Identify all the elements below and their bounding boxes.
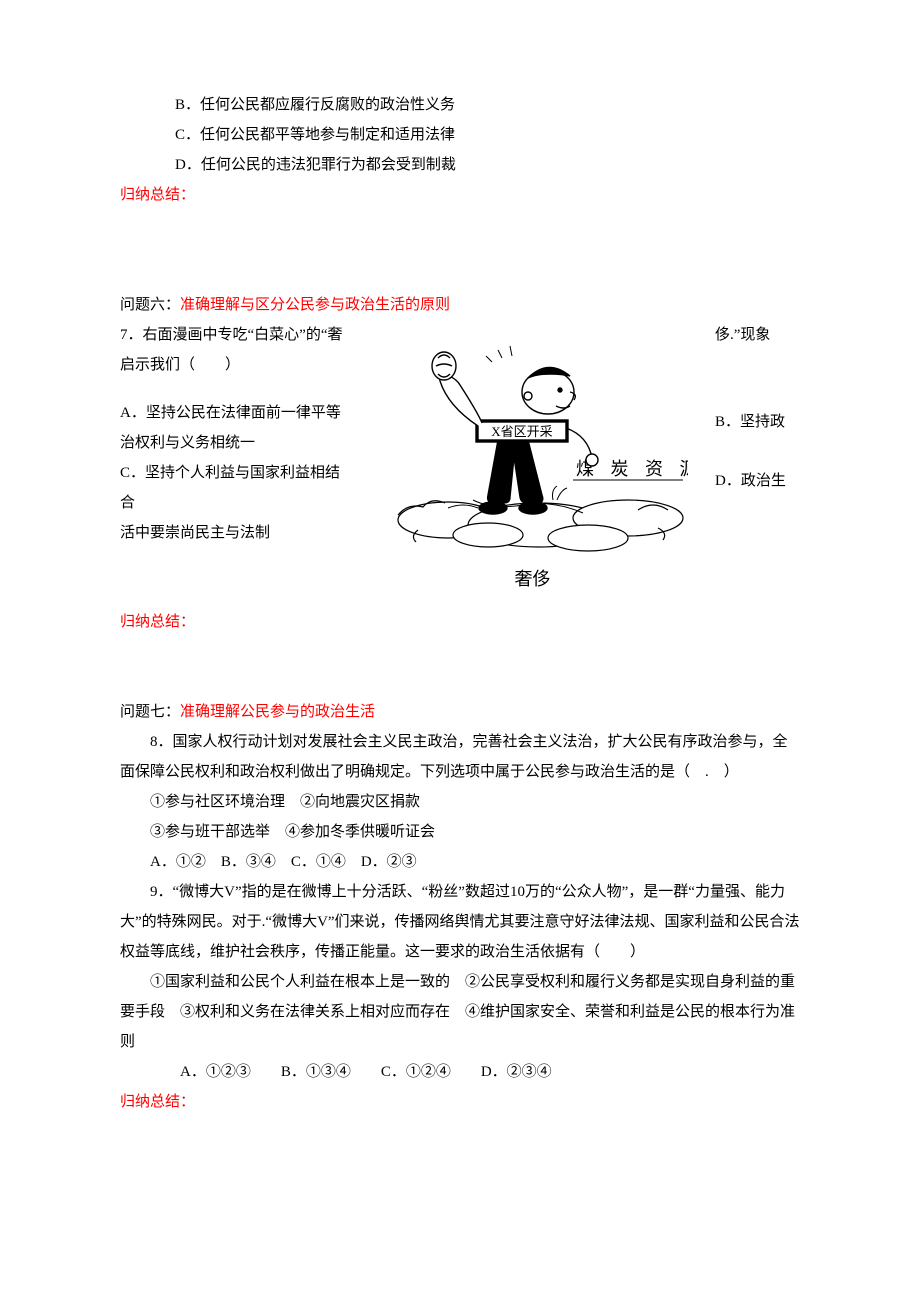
- q8-line1: ①参与社区环境治理 ②向地震灾区捐款: [120, 787, 800, 817]
- cartoon-caption: 奢侈: [378, 561, 688, 597]
- previous-question-options: B．任何公民都应履行反腐败的政治性义务 C．任何公民都平等地参与制定和适用法律 …: [175, 90, 800, 180]
- question-seven-heading: 问题七：准确理解公民参与的政治生活: [120, 697, 800, 727]
- cartoon-image: 煤 炭 资 源: [378, 320, 688, 565]
- option-c: C．任何公民都平等地参与制定和适用法律: [175, 120, 800, 150]
- q8-stem: 8．国家人权行动计划对发展社会主义民主政治，完善社会主义法治，扩大公民有序政治参…: [120, 727, 800, 787]
- spacer-line: [715, 437, 800, 466]
- q9-line1: ①国家利益和公民个人利益在根本上是一致的 ②公民享受权利和履行义务都是实现自身利…: [120, 967, 800, 1057]
- q7-wrap: 7．右面漫画中专吃“白菜心”的“奢 启示我们（ ） A．坚持公民在法律面前一律平…: [120, 320, 800, 597]
- q6-prefix: 问题六：: [120, 297, 180, 313]
- summary-label-2: 归纳总结：: [120, 607, 800, 637]
- q7-opt-c: C．坚持个人利益与国家利益相结合: [120, 458, 350, 518]
- q7-opt-d-right: D．政治生: [715, 466, 800, 496]
- q8-line2: ③参与班干部选举 ④参加冬季供暖听证会: [120, 817, 800, 847]
- spacer-line: [715, 350, 800, 379]
- q7-stem-left-1: 7．右面漫画中专吃“白菜心”的“奢: [120, 320, 350, 350]
- q7-opt-b-right: B．坚持政: [715, 407, 800, 437]
- option-b: B．任何公民都应履行反腐败的政治性义务: [175, 90, 800, 120]
- q7-right-column: 侈.”现象 B．坚持政 D．政治生: [715, 320, 800, 496]
- q7-stem-right-1: 侈.”现象: [715, 320, 800, 350]
- summary-label-3: 归纳总结：: [120, 1087, 800, 1117]
- q7-cartoon-column: 煤 炭 资 源: [350, 320, 715, 597]
- spacer: [120, 637, 800, 697]
- spacer-line: [120, 380, 350, 398]
- question-six-heading: 问题六：准确理解与区分公民参与政治生活的原则: [120, 290, 800, 320]
- spacer: [120, 210, 800, 290]
- q7-opt-a: A．坚持公民在法律面前一律平等: [120, 398, 350, 428]
- q7-stem-left-2: 启示我们（ ）: [120, 350, 350, 380]
- spacer-line: [715, 379, 800, 408]
- q7-left-column: 7．右面漫画中专吃“白菜心”的“奢 启示我们（ ） A．坚持公民在法律面前一律平…: [120, 320, 350, 548]
- q9-stem: 9．“微博大V”指的是在微博上十分活跃、“粉丝”数超过10万的“公众人物”，是一…: [120, 877, 800, 967]
- q6-body: 准确理解与区分公民参与政治生活的原则: [180, 297, 450, 313]
- summary-label: 归纳总结：: [120, 180, 800, 210]
- banner-text: X省区开采: [491, 424, 552, 439]
- q7h-body: 准确理解公民参与的政治生活: [180, 704, 375, 720]
- option-d: D．任何公民的违法犯罪行为都会受到制裁: [175, 150, 800, 180]
- q9-opts: A．①②③ B．①③④ C．①②④ D．②③④: [120, 1057, 800, 1087]
- q7-opt-d-cont: 活中要崇尚民主与法制: [120, 518, 350, 548]
- q7-opt-b-cont: 治权利与义务相统一: [120, 428, 350, 458]
- q8-opts: A．①② B．③④ C．①④ D．②③: [120, 847, 800, 877]
- q7h-prefix: 问题七：: [120, 704, 180, 720]
